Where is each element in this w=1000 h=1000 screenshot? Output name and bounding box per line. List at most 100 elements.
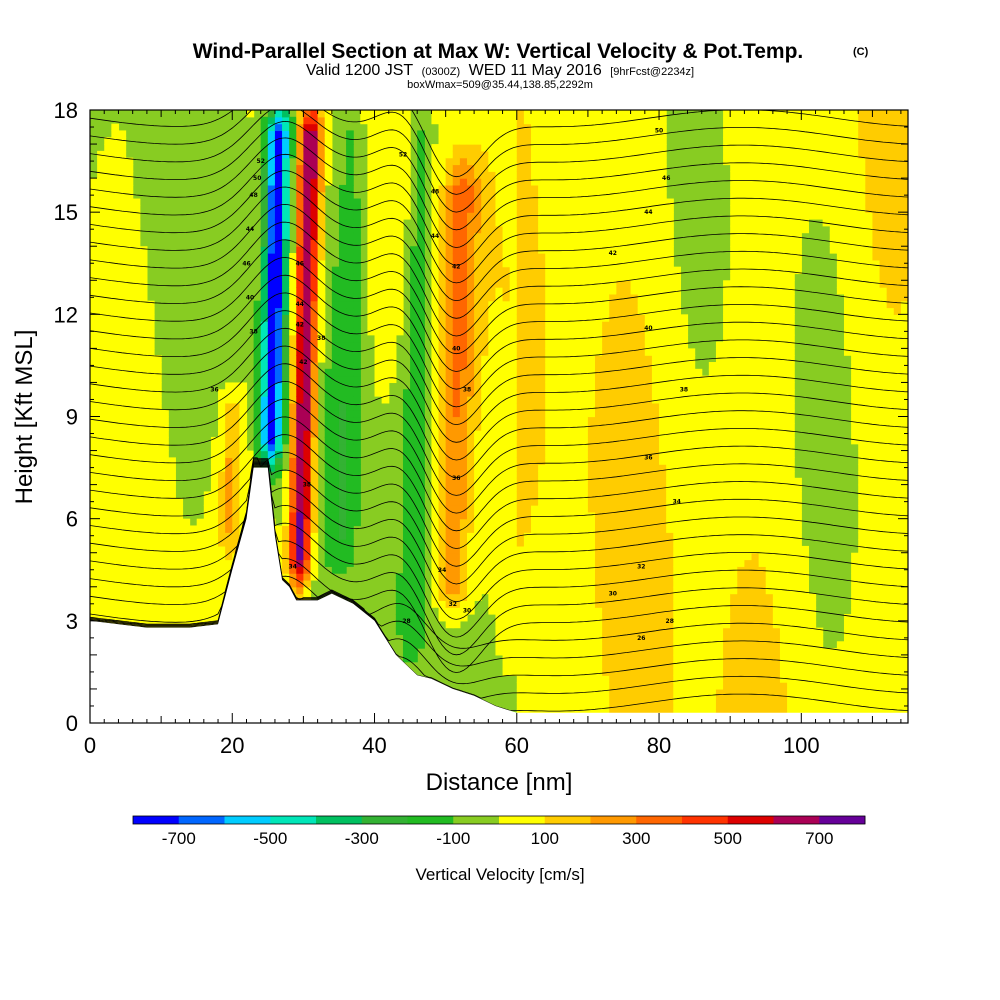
field-cell — [381, 348, 390, 356]
field-cell — [552, 477, 561, 486]
field-cell — [474, 212, 482, 220]
field-cell — [431, 525, 440, 533]
field-cell — [104, 600, 112, 608]
field-cell — [118, 457, 127, 465]
field-cell — [431, 566, 440, 574]
field-cell — [331, 566, 340, 574]
field-cell — [452, 280, 461, 288]
field-cell — [445, 273, 454, 281]
field-cell — [495, 123, 504, 132]
field-cell — [410, 409, 418, 418]
field-cell — [388, 280, 397, 288]
field-cell — [445, 573, 454, 581]
field-cell — [346, 477, 354, 486]
field-cell — [274, 525, 283, 533]
field-cell — [132, 389, 141, 397]
field-cell — [324, 505, 333, 513]
field-cell — [417, 321, 425, 329]
field-cell — [154, 586, 162, 595]
field-cell — [104, 450, 112, 458]
field-cell — [417, 259, 425, 268]
field-cell — [402, 130, 411, 138]
field-cell — [559, 368, 568, 377]
field-cell — [417, 600, 425, 608]
field-cell — [466, 144, 475, 152]
field-cell — [445, 402, 454, 411]
field-cell — [595, 600, 603, 608]
field-cell — [552, 620, 561, 629]
field-cell — [466, 321, 475, 329]
field-cell — [296, 477, 304, 486]
field-cell — [466, 416, 475, 424]
field-cell — [438, 382, 447, 390]
field-cell — [587, 184, 596, 193]
field-cell — [488, 178, 497, 186]
field-cell — [154, 539, 162, 547]
field-cell — [338, 205, 347, 213]
field-cell — [609, 518, 617, 527]
field-cell — [509, 362, 518, 370]
field-cell — [132, 505, 141, 513]
field-cell — [395, 205, 404, 213]
field-cell — [474, 259, 482, 268]
field-cell — [488, 470, 497, 479]
field-cell — [545, 552, 553, 561]
field-cell — [474, 327, 482, 336]
field-cell — [459, 362, 468, 370]
field-cell — [346, 266, 354, 275]
field-cell — [146, 355, 155, 363]
field-cell — [602, 430, 610, 438]
field-cell — [502, 579, 511, 588]
field-cell — [154, 607, 162, 615]
field-cell — [580, 457, 589, 465]
field-cell — [623, 552, 632, 561]
field-cell — [474, 341, 482, 349]
field-cell — [196, 552, 205, 561]
field-cell — [168, 552, 176, 561]
field-cell — [523, 239, 532, 247]
field-cell — [445, 525, 454, 533]
field-cell — [552, 362, 561, 370]
field-cell — [310, 191, 319, 200]
field-cell — [189, 614, 198, 622]
field-cell — [331, 273, 340, 281]
field-cell — [125, 368, 134, 377]
field-cell — [410, 396, 418, 404]
field-cell — [488, 450, 497, 458]
field-cell — [431, 116, 440, 125]
field-cell — [538, 334, 546, 343]
field-cell — [104, 518, 112, 527]
field-cell — [388, 348, 397, 356]
field-cell — [303, 457, 312, 465]
field-cell — [452, 259, 461, 268]
field-cell — [516, 436, 525, 445]
field-cell — [531, 545, 539, 554]
field-cell — [602, 491, 610, 499]
field-cell — [374, 110, 383, 118]
field-cell — [225, 389, 233, 397]
field-cell — [260, 396, 269, 404]
field-cell — [111, 334, 120, 343]
field-cell — [274, 123, 283, 132]
field-cell — [310, 341, 319, 349]
field-cell — [338, 212, 347, 220]
field-cell — [509, 110, 518, 118]
field-cell — [410, 648, 418, 656]
field-cell — [146, 607, 155, 615]
field-cell — [495, 634, 504, 642]
field-cell — [466, 191, 475, 200]
field-cell — [509, 423, 518, 431]
field-cell — [417, 532, 425, 540]
field-cell — [602, 668, 610, 676]
field-cell — [609, 375, 617, 384]
field-cell — [282, 491, 290, 499]
field-cell — [616, 627, 625, 636]
field-cell — [417, 287, 425, 295]
field-cell — [374, 232, 383, 241]
field-cell — [466, 484, 475, 493]
field-cell — [417, 559, 425, 567]
field-cell — [438, 539, 447, 547]
field-cell — [552, 123, 561, 132]
field-cell — [595, 273, 603, 281]
field-cell — [595, 402, 603, 411]
